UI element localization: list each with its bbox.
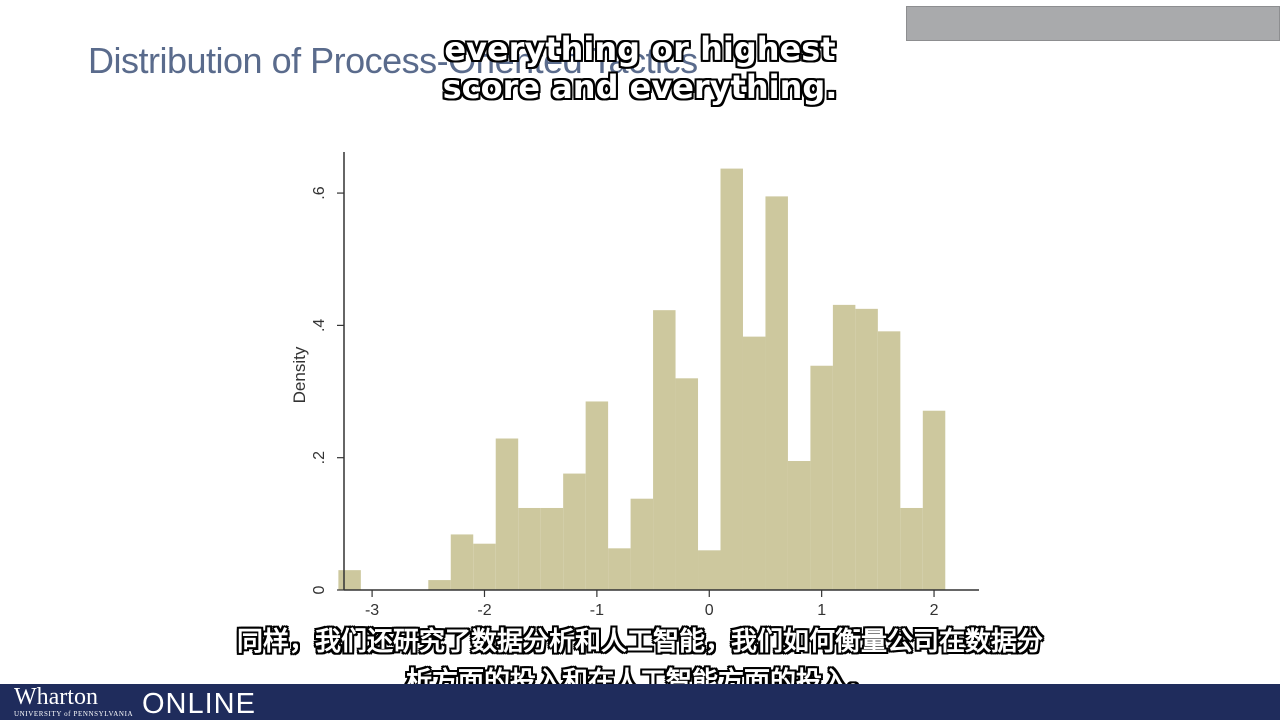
y-tick-label: .6 — [311, 186, 328, 199]
subtitle-english-line: everything or highest — [444, 30, 836, 68]
wharton-logo-subtitle: UNIVERSITY of PENNSYLVANIA — [14, 710, 134, 718]
x-tick-label: -1 — [590, 602, 604, 619]
histogram-bar — [765, 196, 788, 590]
slide-title: Distribution of Process-Oriented Tactics — [88, 40, 698, 81]
histogram-bars — [338, 168, 946, 590]
histogram-bar — [810, 365, 833, 590]
histogram-bar — [855, 308, 878, 590]
x-tick-label: 1 — [817, 602, 826, 619]
histogram-bar — [450, 534, 474, 590]
subtitle-english: everything or highest score and everythi… — [0, 30, 1280, 107]
footer-bar: Wharton UNIVERSITY of PENNSYLVANIA ONLIN… — [0, 684, 1280, 720]
histogram-bar — [653, 310, 676, 590]
y-axis-label: Density — [290, 346, 309, 403]
histogram-bar — [428, 580, 451, 590]
histogram-bar — [698, 550, 721, 590]
histogram-bar — [900, 507, 923, 590]
histogram-bar — [877, 331, 901, 590]
histogram-bar — [338, 570, 361, 590]
x-tick-label: 0 — [705, 602, 714, 619]
histogram-bar — [563, 473, 586, 590]
histogram-bar — [540, 507, 564, 590]
histogram-bar — [720, 168, 743, 590]
online-label: ONLINE — [142, 688, 256, 720]
y-axis-ticks: 0 .2 .4 .6 — [311, 186, 344, 594]
wharton-logo: Wharton — [14, 684, 98, 710]
histogram-bar — [742, 336, 766, 590]
histogram-bar — [608, 548, 631, 590]
histogram-bar — [585, 401, 609, 590]
histogram-bar — [495, 438, 519, 590]
y-tick-label: .4 — [311, 319, 328, 332]
x-tick-label: -3 — [365, 602, 379, 619]
y-tick-label: 0 — [311, 585, 328, 594]
x-tick-label: 2 — [930, 602, 939, 619]
subtitle-chinese-line: 同样，我们还研究了数据分析和人工智能，我们如何衡量公司在数据分 — [236, 627, 1043, 657]
histogram-bar — [675, 378, 699, 590]
histogram-bar — [832, 304, 856, 590]
histogram-bar — [787, 461, 811, 590]
y-tick-label: .2 — [311, 451, 328, 464]
histogram-bar — [473, 543, 496, 590]
histogram-bar — [630, 498, 654, 590]
x-axis-ticks: -3 -2 -1 0 1 2 — [365, 590, 939, 619]
video-overlay-box — [906, 6, 1280, 41]
histogram-bar — [922, 410, 946, 590]
x-tick-label: -2 — [477, 602, 491, 619]
subtitle-english-line: score and everything. — [442, 68, 838, 107]
histogram-bar — [518, 507, 541, 590]
